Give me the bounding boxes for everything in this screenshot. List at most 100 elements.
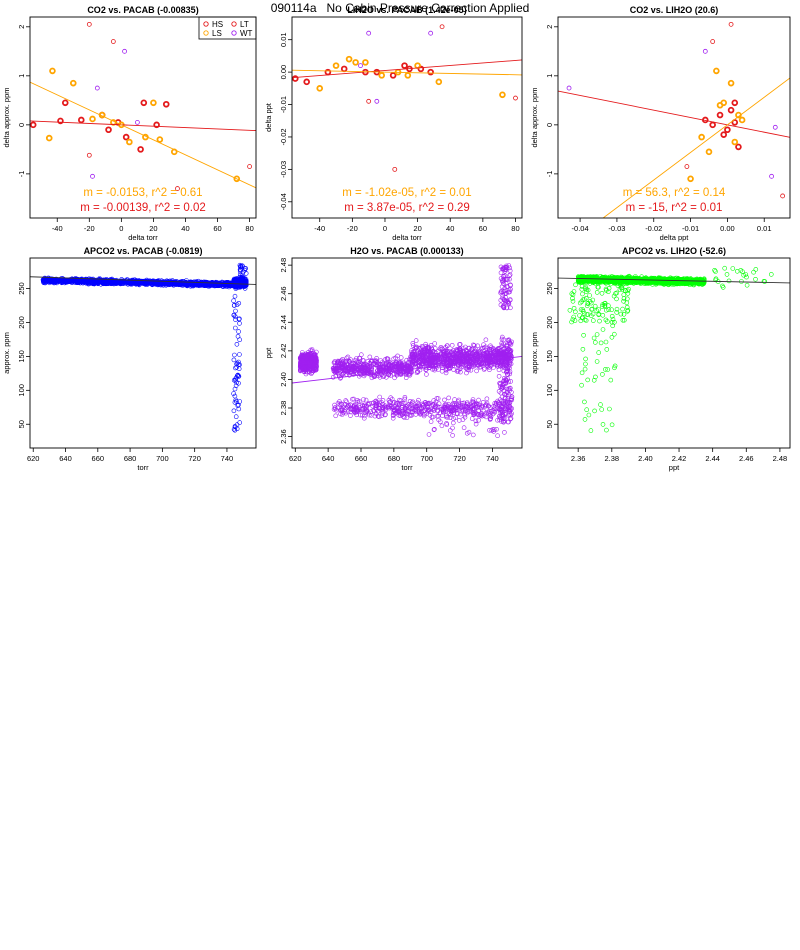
data-point xyxy=(416,403,422,409)
data-point xyxy=(432,367,437,373)
data-point xyxy=(502,395,508,401)
data-point xyxy=(358,352,364,358)
data-point xyxy=(371,360,377,366)
data-point xyxy=(309,348,315,354)
data-point xyxy=(720,99,728,107)
data-point xyxy=(383,365,389,371)
data-point xyxy=(461,425,467,431)
data-point xyxy=(433,399,439,405)
data-point xyxy=(476,397,481,403)
x-tick-label: 0 xyxy=(383,224,387,233)
x-tick-label: 620 xyxy=(27,454,40,463)
series xyxy=(684,21,786,199)
y-tick-label: 1 xyxy=(17,74,26,78)
data-point xyxy=(232,386,238,392)
y-tick-label: -0.04 xyxy=(279,193,288,210)
data-point xyxy=(471,343,477,348)
data-point xyxy=(303,369,309,375)
data-point xyxy=(454,368,460,374)
y-axis-label: delta approx. ppm xyxy=(530,87,539,147)
data-point xyxy=(240,278,245,284)
data-point xyxy=(126,138,133,146)
data-point xyxy=(89,115,96,123)
data-cloud xyxy=(40,262,249,433)
data-point xyxy=(500,414,506,419)
data-point xyxy=(345,354,351,360)
data-point xyxy=(361,397,366,402)
data-point xyxy=(705,148,713,156)
data-point xyxy=(470,397,476,402)
data-point xyxy=(466,429,472,435)
data-point xyxy=(86,21,92,27)
data-point xyxy=(716,111,724,119)
data-layer xyxy=(558,265,790,433)
data-point xyxy=(299,350,305,355)
data-point xyxy=(499,334,505,340)
fit-annotation: m = 3.87e-05, r^2 = 0.29 xyxy=(344,202,470,214)
data-point xyxy=(75,280,80,285)
data-point xyxy=(772,124,778,130)
data-point xyxy=(365,365,371,371)
data-point xyxy=(151,281,157,287)
data-point xyxy=(413,345,419,351)
data-point xyxy=(233,175,241,183)
data-point xyxy=(396,397,402,403)
data-point xyxy=(396,408,401,414)
data-point xyxy=(462,406,468,412)
data-point xyxy=(129,280,135,286)
data-point xyxy=(390,415,396,421)
data-point xyxy=(94,85,100,91)
data-point xyxy=(492,400,498,406)
data-point xyxy=(394,360,399,365)
data-point xyxy=(338,411,343,417)
data-point xyxy=(496,373,502,379)
data-point xyxy=(363,397,369,403)
data-point xyxy=(359,412,365,418)
x-tick-label: 80 xyxy=(245,224,253,233)
data-point xyxy=(346,365,352,371)
data-point xyxy=(231,357,237,363)
data-point xyxy=(234,422,240,428)
data-point xyxy=(470,399,476,405)
data-point xyxy=(381,373,387,379)
plot-frame xyxy=(29,16,257,219)
data-point xyxy=(441,351,447,357)
y-axis-label: delta ppt xyxy=(264,102,273,132)
data-point xyxy=(42,280,48,286)
x-tick-label: -0.02 xyxy=(645,224,662,233)
data-layer xyxy=(292,24,522,172)
data-point xyxy=(501,419,506,425)
x-tick-label: 740 xyxy=(221,454,234,463)
data-point xyxy=(180,282,185,288)
plot-frame xyxy=(557,16,791,219)
y-tick-label: 2.36 xyxy=(279,429,288,444)
data-point xyxy=(684,164,690,169)
data-point xyxy=(393,400,399,406)
page-title: 090114a No Cabin Pressure Correction App… xyxy=(270,1,530,15)
data-point xyxy=(358,63,363,69)
y-tick-label: 1 xyxy=(545,74,554,78)
data-point xyxy=(490,427,496,432)
data-point xyxy=(499,91,506,99)
series xyxy=(687,67,746,183)
data-point xyxy=(455,411,460,417)
data-point xyxy=(469,399,475,404)
data-point xyxy=(232,352,237,358)
data-point xyxy=(353,365,358,371)
data-point xyxy=(342,409,348,414)
y-tick-label: 2.38 xyxy=(279,401,288,416)
data-point xyxy=(475,412,481,417)
data-point xyxy=(362,59,369,66)
data-point xyxy=(175,186,180,191)
chart-title: H2O vs. PACAB (0.000133) xyxy=(350,246,463,256)
data-point xyxy=(470,350,475,356)
y-tick-label: 0 xyxy=(17,123,26,127)
data-point xyxy=(483,344,489,350)
data-point xyxy=(421,348,427,354)
y-axis-label: ppt xyxy=(264,347,273,358)
data-point xyxy=(392,375,397,381)
data-point xyxy=(486,353,491,359)
chart-panel-3: CO2 vs. LIH2O (20.6)-0.04 -0.03 -0.02 -0.01… xyxy=(530,5,791,242)
data-point xyxy=(513,95,518,101)
data-point xyxy=(425,407,431,413)
